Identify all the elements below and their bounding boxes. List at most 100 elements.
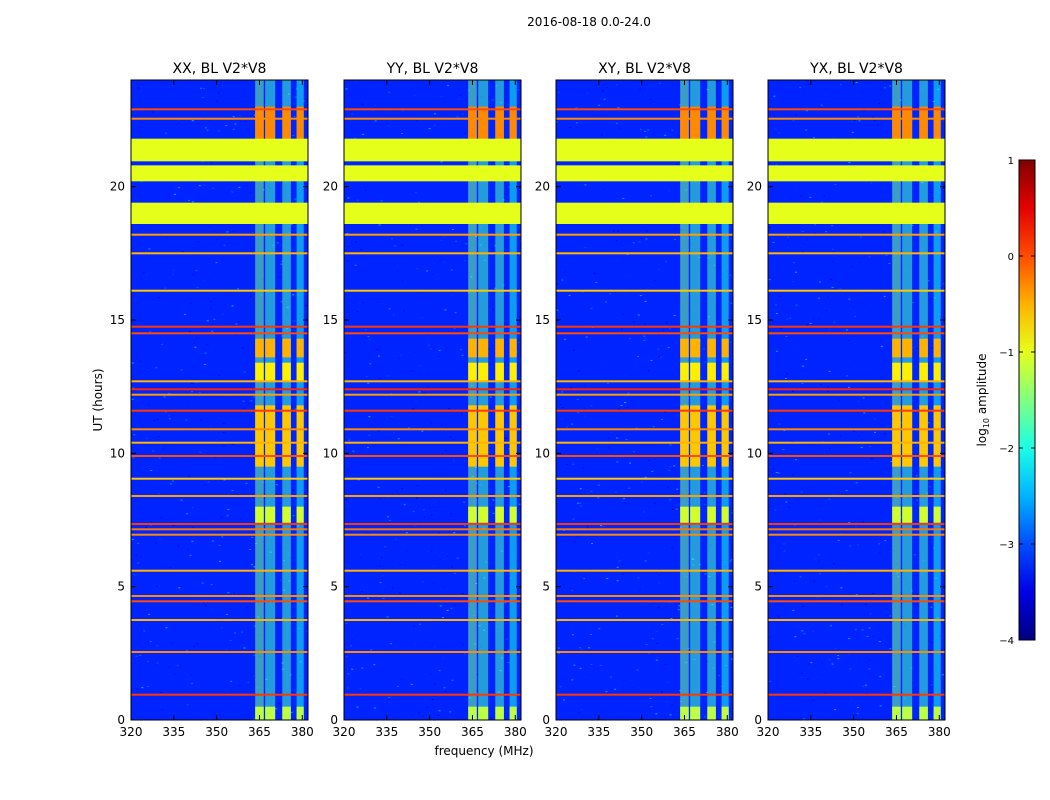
noise-speck [890,195,893,196]
noise-speck [239,518,242,520]
noise-speck [617,107,620,109]
panel-xx: XX, BL V2*V8 320 335 350 365 380 0 5 10 15 20 [110,61,314,739]
noise-speck [853,431,856,433]
rfi-block [282,405,291,467]
noise-speck [454,604,457,606]
noise-speck [186,704,189,706]
noise-speck [143,272,146,274]
rfi-block [478,338,489,358]
noise-speck [385,284,388,286]
rfi-block [296,362,304,382]
noise-speck [603,98,606,100]
x-tick-label: 335 [587,725,610,739]
rfi-block [902,362,913,382]
noise-speck [932,197,935,199]
noise-speck [148,613,151,615]
noise-speck [177,545,180,547]
rfi-block [468,405,477,467]
noise-speck [670,547,673,549]
x-tick-label: 380 [291,725,314,739]
noise-speck [193,249,196,251]
noise-speck [864,685,867,687]
noise-speck [444,690,447,692]
noise-speck [169,567,172,569]
noise-speck [668,190,671,192]
hot-row [131,393,308,396]
noise-speck [163,396,166,398]
noise-speck [610,676,612,678]
noise-speck [705,83,708,85]
noise-speck [429,422,432,424]
noise-speck [378,498,381,500]
rfi-block [296,706,304,720]
noise-speck [132,457,135,459]
rfi-block [690,405,701,467]
noise-speck [855,482,858,484]
noise-speck [837,658,840,660]
noise-speck [347,197,350,199]
noise-speck [394,640,397,642]
noise-speck [802,365,805,367]
noise-speck [430,550,433,552]
rfi-block [282,338,291,358]
noise-speck [399,564,402,566]
noise-speck [517,342,520,344]
hot-row [556,495,733,497]
noise-speck [386,497,389,499]
noise-speck [380,557,383,559]
noise-speck [386,616,389,618]
noise-speck [235,323,238,325]
noise-speck [630,483,633,485]
hot-row [131,108,308,111]
noise-speck [226,231,229,233]
noise-speck [149,524,152,526]
colorbar-tick-label: −2 [999,444,1014,455]
noise-speck [293,115,296,117]
noise-speck [206,343,209,345]
noise-speck [785,336,788,337]
noise-speck [571,679,574,681]
noise-speck [204,363,207,365]
noise-speck [506,200,508,202]
noise-speck [564,271,567,273]
hot-row [344,325,521,328]
hot-row [344,380,521,383]
noise-speck [879,705,882,707]
noise-speck [624,319,627,321]
noise-speck [647,370,650,372]
noise-speck [655,659,658,661]
noise-speck [461,354,464,356]
noise-speck [654,280,656,282]
noise-speck [794,459,797,461]
rfi-block [919,338,928,358]
noise-speck [197,472,200,473]
noise-speck [848,386,850,388]
noise-speck [227,509,230,510]
noise-speck [209,307,212,309]
noise-speck [446,555,449,557]
rfi-block [919,106,928,160]
noise-speck [489,396,492,398]
noise-speck [889,551,892,553]
y-tick-label: 0 [754,713,762,727]
noise-speck [667,347,670,348]
noise-speck [404,624,407,626]
noise-speck [217,130,220,132]
noise-speck [398,592,401,594]
hot-row [344,619,521,621]
noise-speck [800,195,803,197]
hot-row [131,441,308,444]
noise-speck [857,116,860,118]
noise-speck [719,395,722,397]
noise-speck [305,304,308,306]
noise-speck [605,301,607,303]
noise-speck [174,673,177,675]
hot-row [344,393,521,396]
noise-speck [912,302,915,304]
hot-row [131,428,308,431]
noise-speck [290,223,293,225]
noise-speck [775,472,778,473]
rfi-channel [478,80,489,720]
noise-speck [941,361,944,363]
noise-speck [354,137,357,139]
